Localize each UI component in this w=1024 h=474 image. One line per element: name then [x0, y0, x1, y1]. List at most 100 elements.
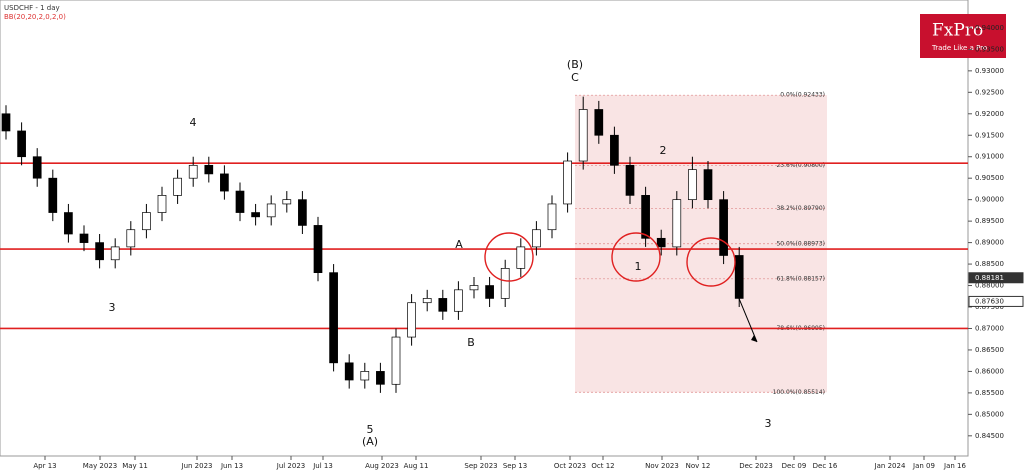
- y-tick-label: 0.89500: [975, 217, 1004, 225]
- y-tick-label: 0.93000: [975, 67, 1004, 75]
- candle-body: [376, 371, 385, 385]
- chart-title: USDCHF - 1 day: [4, 4, 60, 12]
- candle-body: [329, 272, 338, 364]
- candle-body: [188, 164, 198, 179]
- candle-body: [719, 199, 728, 256]
- candle-body: [95, 242, 104, 261]
- highlight-circle: [611, 232, 661, 282]
- candle-body: [360, 371, 370, 381]
- y-tick-label: 0.86000: [975, 367, 1004, 375]
- candle-body: [672, 199, 682, 248]
- logo: FxPro: [932, 21, 983, 41]
- candle-body: [454, 289, 463, 312]
- candle-body: [64, 212, 73, 235]
- price-tag: 0.87630: [975, 297, 1004, 305]
- wave-label: B: [467, 336, 475, 349]
- price-tag-box: [968, 295, 1024, 307]
- candle-body: [173, 177, 182, 196]
- y-tick-label: 0.87500: [975, 303, 1004, 311]
- candle-body: [532, 229, 541, 248]
- candle-body: [251, 212, 260, 218]
- candle-body: [594, 109, 604, 136]
- candle-body: [578, 109, 588, 162]
- x-tick-label: Nov 2023: [645, 462, 679, 470]
- y-tick-label: 0.85000: [975, 410, 1004, 418]
- x-tick-label: Nov 12: [686, 462, 711, 470]
- x-tick-label: Dec 16: [813, 462, 838, 470]
- candle-body: [656, 237, 666, 248]
- x-tick-label: Dec 2023: [739, 462, 773, 470]
- wave-label: C: [571, 71, 579, 84]
- candle-body: [1, 113, 11, 132]
- wave-label: 1: [635, 260, 642, 273]
- y-tick-label: 0.87000: [975, 324, 1004, 332]
- x-tick-label: Jul 13: [312, 462, 333, 470]
- x-tick-label: Dec 09: [782, 462, 807, 470]
- candle-body: [422, 298, 432, 304]
- x-tick-label: Jan 2024: [874, 462, 906, 470]
- y-tick-label: 0.92500: [975, 88, 1004, 96]
- candle-body: [220, 173, 229, 192]
- x-tick-label: Aug 2023: [365, 462, 399, 470]
- x-tick-label: Sep 13: [503, 462, 527, 470]
- logo-box: [920, 14, 1006, 58]
- tagline: Trade Like a Pro: [931, 44, 987, 52]
- price-tag-box: [968, 272, 1024, 284]
- candle-body: [407, 302, 416, 338]
- x-tick-label: Jul 2023: [276, 462, 306, 470]
- x-tick-label: May 2023: [83, 462, 118, 470]
- candle-body: [438, 298, 448, 312]
- wave-label: 2: [660, 144, 667, 157]
- candle-body: [110, 246, 120, 261]
- y-tick-label: 0.91500: [975, 131, 1004, 139]
- arrow-head: [751, 335, 757, 342]
- fib-label: 0.0%(0.92433): [780, 92, 825, 99]
- x-tick-label: Jun 13: [220, 462, 243, 470]
- y-tick-label: 0.88500: [975, 260, 1004, 268]
- highlight-circle: [484, 232, 534, 282]
- x-tick-label: Oct 12: [591, 462, 614, 470]
- y-tick-label: 0.84500: [975, 432, 1004, 440]
- y-tick-label: 0.90500: [975, 174, 1004, 182]
- candle-body: [547, 203, 557, 231]
- candle-body: [17, 130, 26, 158]
- candle-body: [610, 134, 619, 166]
- y-tick-label: 0.91000: [975, 153, 1004, 161]
- wave-label: 5: [367, 423, 374, 436]
- y-tick-label: 0.89000: [975, 239, 1004, 247]
- candle-body: [344, 362, 354, 381]
- candle-body: [688, 169, 697, 201]
- fib-label: 38.2%(0.89790): [776, 205, 825, 212]
- x-tick-label: Jun 2023: [181, 462, 213, 470]
- candle-body: [469, 285, 479, 291]
- x-tick-label: Oct 2023: [554, 462, 586, 470]
- wave-label: (B): [567, 58, 583, 71]
- y-tick-label: 0.86500: [975, 346, 1004, 354]
- candle-body: [79, 233, 89, 243]
- wave-label: 4: [190, 116, 197, 129]
- highlight-circle: [686, 237, 736, 287]
- x-tick-label: Jan 09: [912, 462, 935, 470]
- wave-label: (A): [362, 435, 378, 448]
- x-tick-label: May 11: [122, 462, 148, 470]
- fib-label: 100.0%(0.85514): [773, 389, 825, 396]
- candle-body: [516, 246, 526, 269]
- candle-body: [485, 285, 494, 299]
- y-tick-label: 0.93500: [975, 45, 1004, 53]
- candle-body: [703, 169, 713, 201]
- x-tick-label: Jan 16: [943, 462, 966, 470]
- candle-body: [266, 203, 276, 218]
- x-tick-label: Apr 13: [33, 462, 56, 470]
- candle-body: [126, 229, 136, 248]
- candle-body: [625, 164, 635, 196]
- y-tick-label: 0.94000: [975, 24, 1004, 32]
- y-tick-label: 0.92000: [975, 110, 1004, 118]
- y-tick-label: 0.90000: [975, 196, 1004, 204]
- fib-label: 61.8%(0.88157): [776, 275, 825, 282]
- candle-body: [391, 336, 401, 385]
- fib-label: 23.6%(0.90800): [776, 162, 825, 169]
- candle-body: [48, 177, 58, 213]
- candle-body: [32, 156, 42, 179]
- candle-body: [313, 225, 323, 274]
- wave-label: 3: [109, 301, 116, 314]
